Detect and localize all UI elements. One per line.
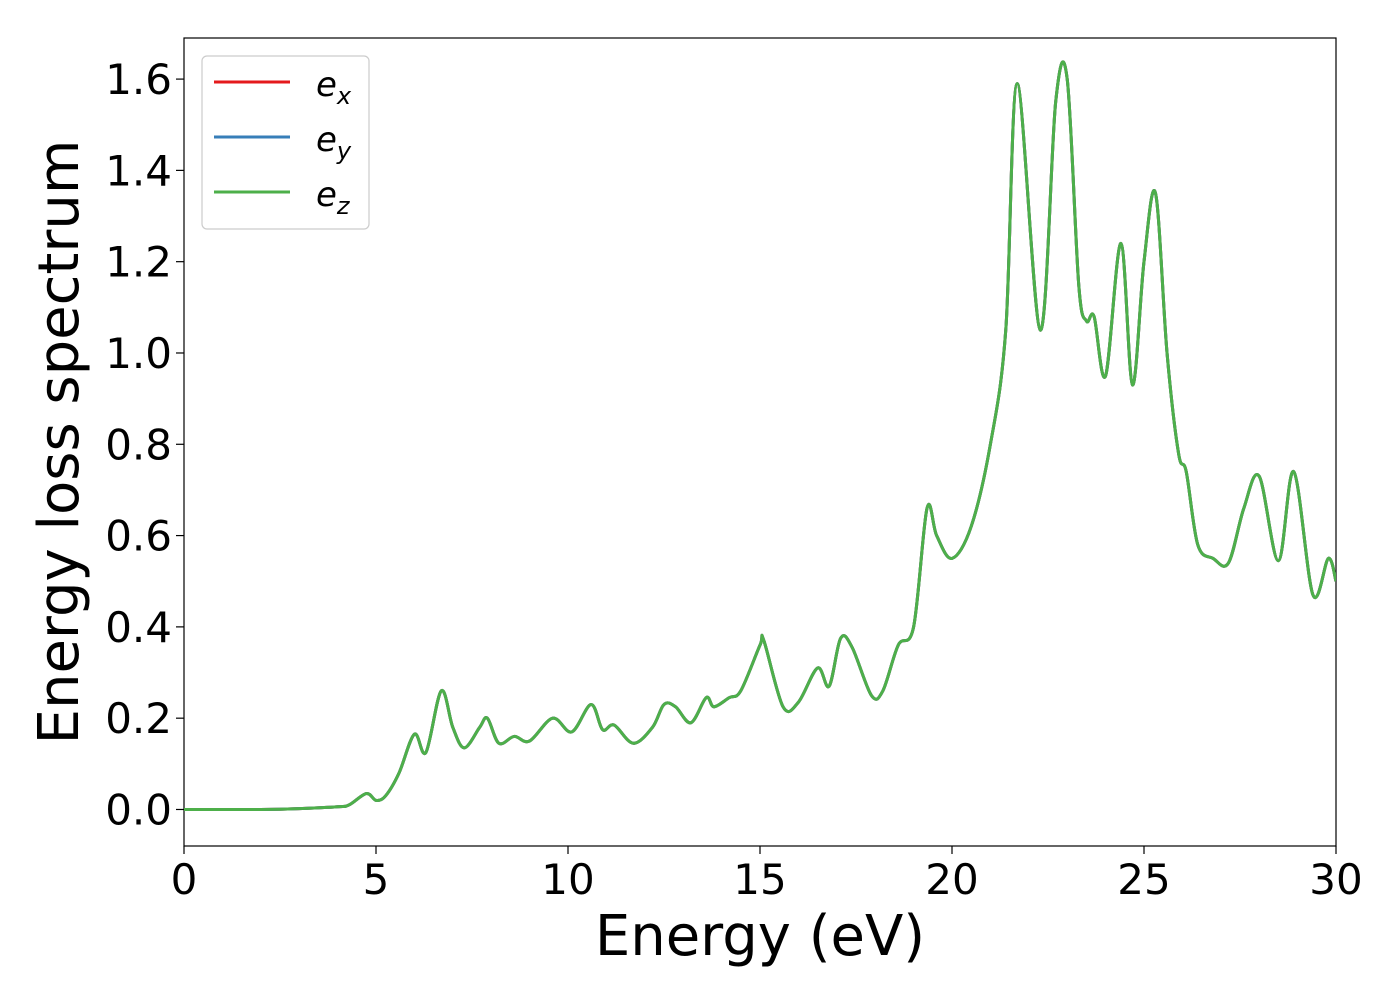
y-tick-label: 1.2 (105, 238, 172, 287)
legend-box (201, 55, 370, 230)
y-tick-label: 1.0 (105, 329, 172, 378)
y-tick-label: 0.4 (105, 603, 172, 652)
x-tick-label: 20 (925, 855, 978, 904)
y-tick-label: 0.2 (105, 694, 172, 743)
x-tick-label: 15 (733, 855, 786, 904)
series-line-e-z (184, 60, 1336, 812)
x-tick-label: 5 (363, 855, 390, 904)
x-tick-label: 10 (541, 855, 594, 904)
y-tick-label: 1.4 (105, 146, 172, 195)
legend-label-e-x: ex (316, 65, 352, 110)
x-tick-label: 25 (1117, 855, 1170, 904)
y-axis-ticks: 0.0 0.2 0.4 0.6 0.8 1.0 1.2 1.4 1.6 (105, 55, 184, 834)
plot-area (183, 37, 1337, 847)
x-tick-label: 0 (171, 855, 198, 904)
y-tick-label: 1.6 (105, 55, 172, 104)
y-tick-label: 0.8 (105, 420, 172, 469)
y-tick-label: 0.0 (105, 785, 172, 834)
x-axis-label: Energy (eV) (595, 904, 925, 969)
y-axis-label: Energy loss spectrum (27, 140, 92, 745)
legend: ex ey ez (201, 55, 370, 230)
x-axis-ticks: 0 5 10 15 20 25 30 (171, 846, 1363, 904)
series-lines (184, 60, 1336, 812)
legend-label-e-y: ey (316, 120, 352, 165)
y-tick-label: 0.6 (105, 512, 172, 561)
x-tick-label: 30 (1309, 855, 1362, 904)
legend-label-e-z: ez (316, 175, 351, 220)
